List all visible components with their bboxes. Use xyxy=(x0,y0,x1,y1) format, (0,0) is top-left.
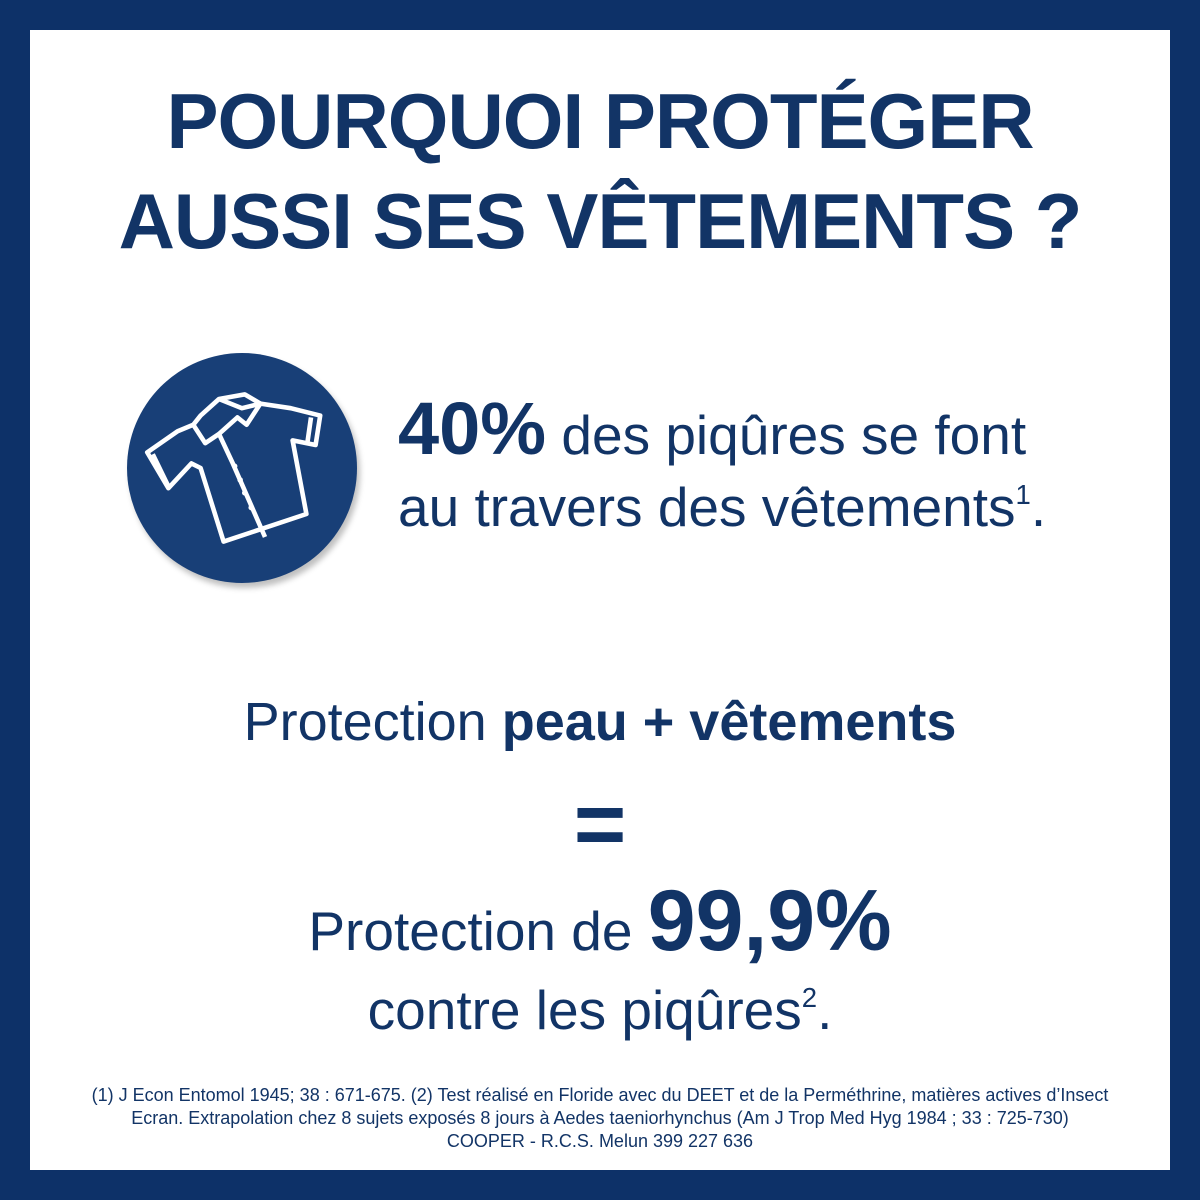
title-line-2: AUSSI SES VÊTEMENTS ? xyxy=(118,177,1083,265)
stat-text-2: au travers des vêtements xyxy=(398,476,1016,538)
content-panel: POURQUOI PROTÉGER AUSSI SES VÊTEMENTS ? … xyxy=(30,30,1170,1170)
protection-line-2: Protection de 99,9% xyxy=(30,878,1170,964)
protection-bold: peau + vêtements xyxy=(501,692,957,752)
shirt-icon xyxy=(127,353,357,583)
title-line-1: POURQUOI PROTÉGER xyxy=(166,77,1034,165)
stat-text: 40% des piqûres se font au travers des v… xyxy=(398,390,1046,546)
protection-value: 99,9% xyxy=(647,873,892,969)
footnote-line: Ecran. Extrapolation chez 8 sujets expos… xyxy=(131,1108,1069,1128)
line3-end: . xyxy=(817,979,833,1041)
protection-line-3: contre les piqûres2. xyxy=(30,978,1170,1042)
footnote-line: COOPER - R.C.S. Melun 399 227 636 xyxy=(446,1131,754,1151)
protection-line-1: Protection peau + vêtements xyxy=(30,690,1170,754)
footnote-ref-1: 1 xyxy=(1015,479,1031,510)
equals-sign: = xyxy=(573,775,627,875)
protection-de: Protection de xyxy=(308,900,648,962)
stat-end: . xyxy=(1030,476,1047,538)
footnote-ref-2: 2 xyxy=(801,982,818,1013)
stat-text-1: des piqûres se font xyxy=(546,404,1027,466)
footnote-line: (1) J Econ Entomol 1945; 38 : 671-675. (… xyxy=(91,1085,1109,1105)
contre-text: contre les piqûres xyxy=(367,979,802,1041)
stat-value: 40% xyxy=(398,387,547,470)
protection-label: Protection xyxy=(243,692,502,752)
footnotes: (1) J Econ Entomol 1945; 38 : 671-675. (… xyxy=(30,1084,1170,1153)
